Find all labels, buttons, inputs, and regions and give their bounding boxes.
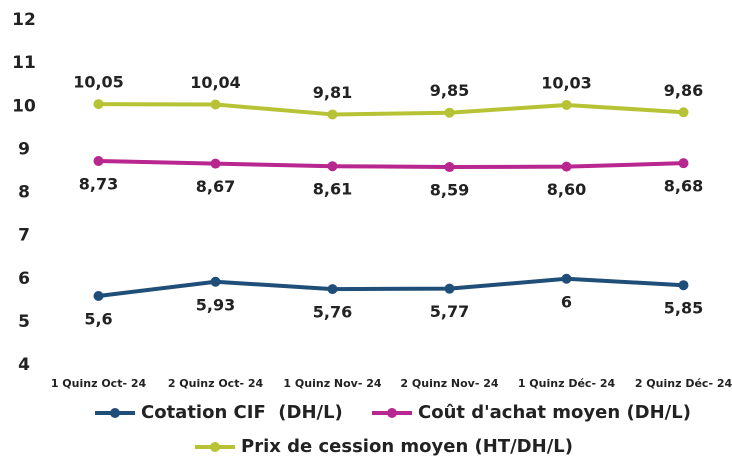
data-label: 9,85 — [430, 81, 469, 100]
data-label: 5,85 — [664, 299, 703, 318]
x-tick-label: 2 Quinz Déc- 24 — [635, 377, 732, 390]
point — [327, 284, 338, 295]
data-label: 5,6 — [84, 310, 112, 329]
data-label: 9,86 — [664, 81, 703, 100]
y-tick-label: 8 — [18, 183, 30, 203]
point — [327, 161, 338, 172]
y-tick-label: 4 — [18, 355, 30, 375]
point — [444, 283, 455, 294]
data-label: 8,60 — [547, 180, 586, 199]
point — [561, 161, 572, 172]
y-tick-label: 5 — [18, 312, 30, 332]
point — [444, 107, 455, 118]
y-tick-label: 10 — [12, 96, 36, 116]
x-tick-label: 2 Quinz Nov- 24 — [400, 377, 498, 390]
series-line — [98, 159, 684, 170]
data-label: 9,81 — [313, 83, 352, 102]
series-line — [98, 276, 684, 298]
legend-marker — [110, 408, 120, 418]
point — [210, 158, 221, 169]
point — [93, 156, 104, 167]
data-label: 10,04 — [190, 73, 241, 92]
data-label: 10,05 — [73, 73, 124, 92]
legend-marker — [387, 408, 397, 418]
point — [561, 273, 572, 284]
point — [678, 107, 689, 118]
y-tick-label: 9 — [18, 139, 30, 159]
data-label: 8,61 — [313, 180, 352, 199]
point — [678, 280, 689, 291]
legend-marker — [210, 442, 220, 452]
series-line — [98, 102, 684, 117]
point — [93, 99, 104, 110]
point — [93, 291, 104, 301]
data-label: 5,93 — [196, 295, 235, 314]
y-tick-label: 12 — [12, 10, 36, 30]
x-tick-label: 1 Quinz Nov- 24 — [283, 377, 381, 390]
point — [210, 276, 221, 287]
data-label: 5,77 — [430, 302, 469, 321]
y-tick-label: 7 — [18, 226, 30, 246]
y-tick-label: 6 — [18, 269, 30, 289]
data-label: 8,67 — [196, 177, 235, 196]
point — [561, 99, 572, 110]
point — [678, 158, 689, 169]
x-tick-label: 2 Quinz Oct- 24 — [168, 377, 264, 390]
point — [210, 99, 221, 110]
data-label: 5,76 — [313, 303, 352, 322]
point — [444, 162, 455, 173]
y-tick-label: 11 — [12, 53, 36, 73]
legend-label: Coût d'achat moyen (DH/L) — [418, 402, 691, 423]
data-label: 8,59 — [430, 181, 469, 200]
x-tick-label: 1 Quinz Déc- 24 — [518, 377, 616, 390]
point — [327, 109, 338, 120]
legend-label: Cotation CIF (DH/L) — [141, 402, 343, 423]
data-label: 10,03 — [541, 73, 592, 92]
data-label: 8,73 — [79, 175, 118, 194]
data-label: 8,68 — [664, 177, 703, 196]
data-label: 6 — [561, 292, 572, 311]
x-tick-label: 1 Quinz Oct- 24 — [51, 377, 147, 390]
legend-label: Prix de cession moyen (HT/DH/L) — [241, 436, 573, 457]
